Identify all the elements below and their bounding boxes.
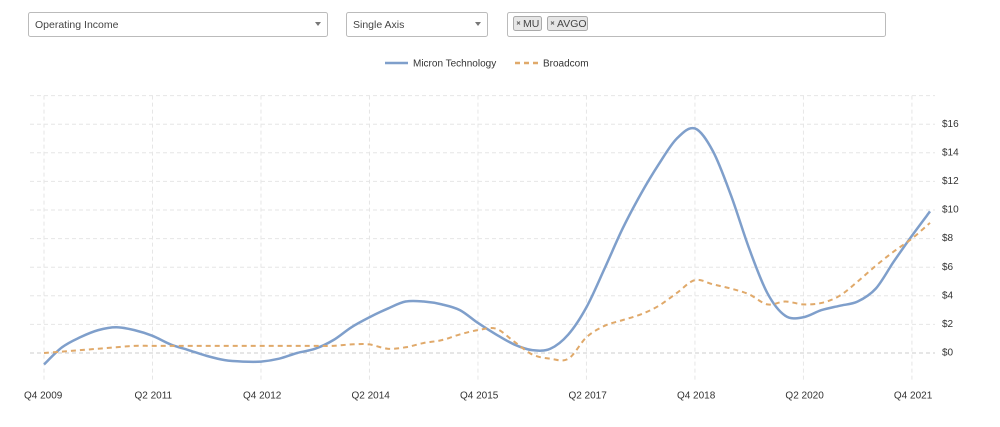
axis-select[interactable]: [346, 12, 488, 37]
x-tick-label: Q4 2021: [894, 391, 933, 402]
x-tick-label: Q2 2011: [134, 391, 172, 402]
x-tick-label: Q4 2009: [24, 391, 63, 402]
y-tick-label: $0: [942, 348, 954, 359]
x-tick-label: Q2 2014: [351, 391, 390, 402]
y-tick-label: $8: [942, 233, 954, 244]
x-tick-label: Q2 2020: [785, 391, 824, 402]
x-tick-label: Q4 2012: [243, 391, 282, 402]
metric-select[interactable]: [28, 12, 328, 37]
ticker-tag-text: AVGO: [557, 18, 587, 30]
legend-label: Broadcom: [543, 59, 589, 70]
y-tick-label: $6: [942, 262, 954, 273]
axis-select-text: Single Axis: [353, 19, 404, 31]
ticker-tag[interactable]: [547, 16, 588, 31]
ticker-select[interactable]: [507, 12, 886, 37]
x-tick-label: Q4 2018: [677, 391, 716, 402]
legend-label: Micron Technology: [413, 59, 496, 70]
dropdown-arrow: [315, 22, 321, 26]
data-line: [43, 222, 931, 362]
y-tick-label: $10: [942, 205, 959, 216]
x-tick-label: Q2 2017: [568, 391, 607, 402]
dropdown-arrow: [475, 22, 481, 26]
x-tick-label: Q4 2015: [460, 391, 499, 402]
data-line: [43, 126, 932, 366]
chart: $0 $2 $4 $6 $8 $10 $12 $14 $16 Q4 2009 Q2 2011 Q4 2…: [24, 59, 959, 402]
y-tick-label: $2: [942, 319, 954, 330]
y-tick-label: $14: [942, 147, 959, 158]
ticker-tag-text: MU: [523, 18, 539, 30]
metric-select-text: Operating Income: [35, 19, 119, 31]
ticker-tag[interactable]: [513, 16, 542, 31]
remove-icon[interactable]: [516, 21, 521, 25]
y-tick-label: $16: [942, 119, 959, 130]
remove-icon[interactable]: [550, 21, 555, 25]
y-tick-label: $4: [942, 290, 954, 301]
y-tick-label: $12: [942, 176, 959, 187]
